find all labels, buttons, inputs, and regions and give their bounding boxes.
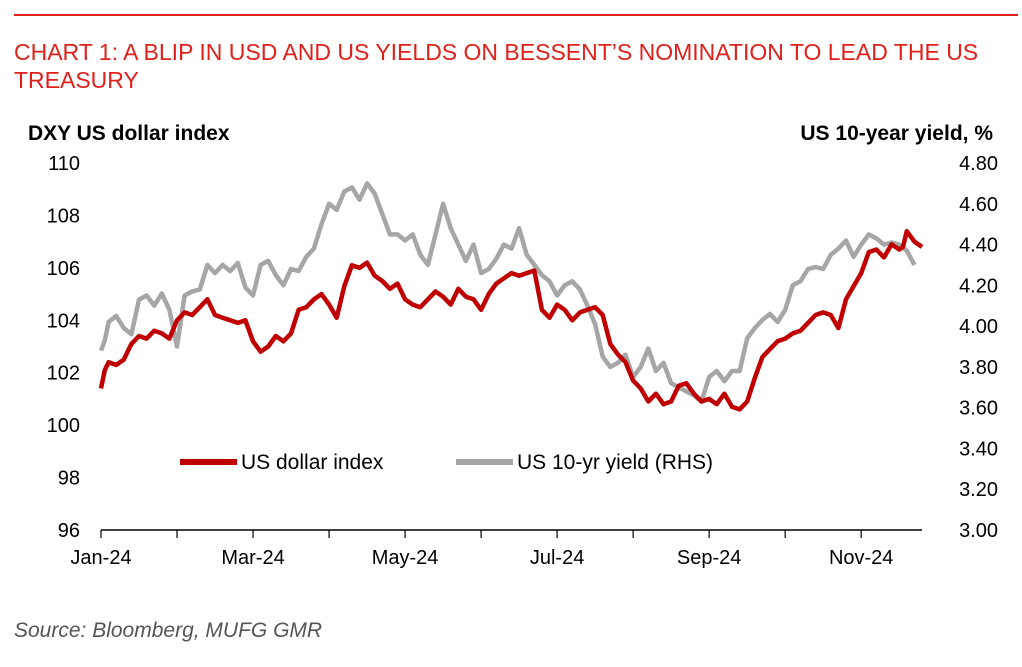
x-tick-label: Mar-24 — [221, 547, 284, 569]
y-right-tick-label: 4.40 — [959, 235, 998, 257]
y-right-tick-label: 4.00 — [959, 316, 998, 338]
x-tick-label: May-24 — [372, 547, 439, 569]
y-right-tick-label: 4.80 — [959, 153, 998, 175]
y-right-tick-label: 3.40 — [959, 438, 998, 460]
x-tick-label: Jan-24 — [70, 547, 131, 569]
y-right-tick-label: 3.80 — [959, 357, 998, 379]
x-tick-label: Nov-24 — [829, 547, 893, 569]
series-dxy-line — [98, 228, 924, 412]
y-right-tick-label: 3.00 — [959, 520, 998, 542]
y-left-tick-label: 96 — [58, 520, 80, 542]
y-right-tick-label: 3.60 — [959, 398, 998, 420]
source-note: Source: Bloomberg, MUFG GMR — [14, 619, 323, 642]
y-axis-left-title: DXY US dollar index — [28, 122, 230, 145]
y-left-tick-label: 108 — [47, 205, 80, 227]
x-tick-label: Jul-24 — [530, 547, 584, 569]
y-left-tick-label: 102 — [47, 363, 80, 385]
y-left-tick-label: 100 — [47, 415, 80, 437]
y-left-tick-label: 98 — [58, 468, 80, 490]
y-left-tick-label: 104 — [47, 310, 80, 332]
y-right-tick-label: 3.20 — [959, 479, 998, 501]
legend-dxy-label: US dollar index — [241, 451, 384, 474]
x-tick-label: Sep-24 — [677, 547, 742, 569]
y-axis-right-title: US 10-year yield, % — [800, 122, 993, 145]
y-right-tick-label: 4.60 — [959, 194, 998, 216]
chart-title: CHART 1: A BLIP IN USD AND US YIELDS ON … — [14, 39, 979, 93]
y-left-tick-label: 110 — [48, 153, 80, 175]
y-right-tick-label: 4.20 — [959, 275, 998, 297]
series-yield-line — [98, 181, 917, 404]
legend-yield-label: US 10-yr yield (RHS) — [517, 451, 713, 474]
top-rule — [14, 14, 1018, 16]
y-left-tick-label: 106 — [47, 258, 80, 280]
